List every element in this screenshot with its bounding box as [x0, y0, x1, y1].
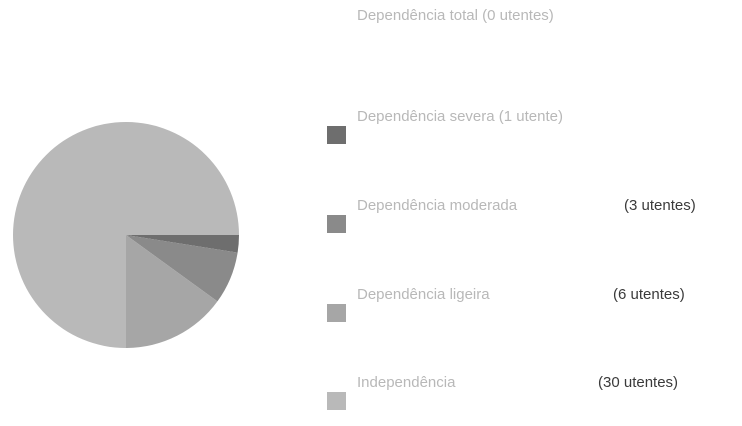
pie-slice-2	[126, 235, 239, 253]
legend-item-2: Dependência severa (1 utente)	[327, 108, 563, 144]
legend-item-5: Independência (30 utentes)	[327, 374, 678, 410]
pie-slice-4	[126, 235, 218, 348]
legend-item-3: Dependência moderada (3 utentes)	[327, 197, 696, 233]
legend-label-1: Dependência total (0 utentes)	[357, 7, 554, 24]
legend-count-5: (30 utentes)	[598, 374, 678, 391]
legend-swatch-3	[327, 215, 346, 233]
legend-label-2: Dependência severa (1 utente)	[357, 108, 563, 125]
legend-swatch-2	[327, 126, 346, 144]
legend-count-4: (6 utentes)	[613, 286, 685, 303]
legend-swatch-5	[327, 392, 346, 410]
legend-item-1: Dependência total (0 utentes)	[357, 7, 554, 24]
legend-item-4: Dependência ligeira (6 utentes)	[327, 286, 685, 322]
pie-slice-3	[126, 235, 238, 302]
legend-swatch-4	[327, 304, 346, 322]
legend-label-4: Dependência ligeira	[357, 286, 490, 303]
pie-slices	[13, 122, 239, 348]
legend-count-3: (3 utentes)	[624, 197, 696, 214]
legend: Dependência total (0 utentes) Dependência…	[327, 7, 696, 410]
legend-label-3: Dependência moderada	[357, 197, 518, 214]
pie-slice-5	[13, 122, 239, 348]
legend-label-5: Independência	[357, 374, 456, 391]
